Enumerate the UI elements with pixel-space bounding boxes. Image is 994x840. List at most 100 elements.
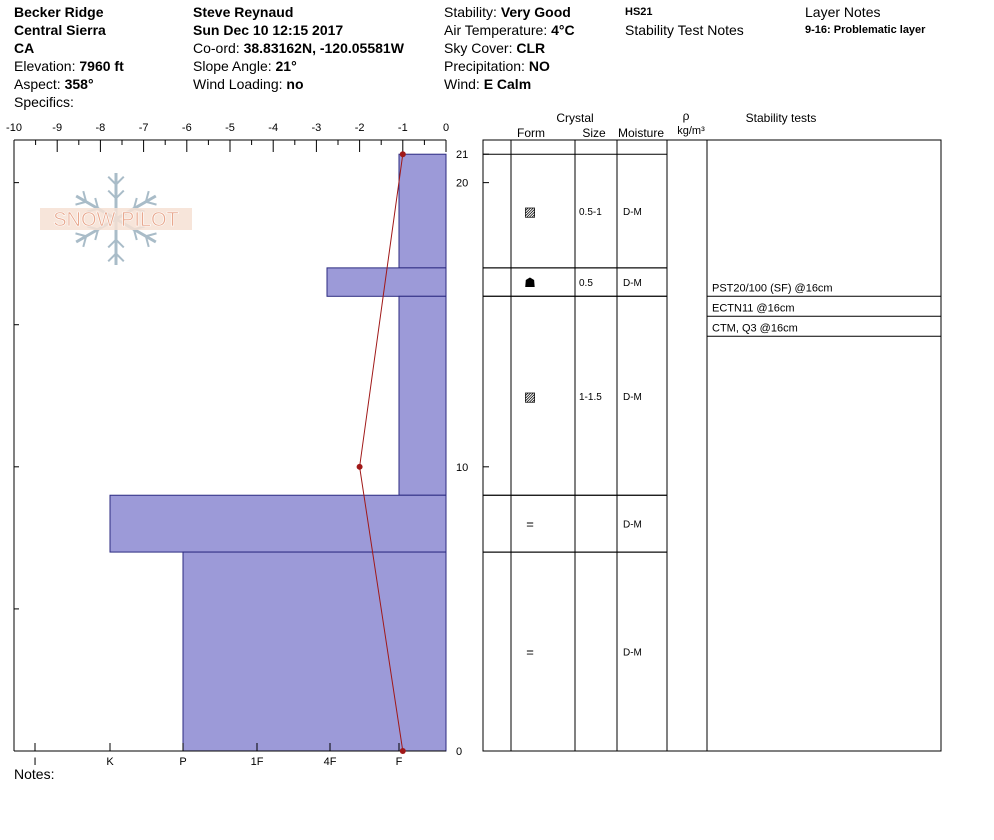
header-col5: Layer Notes 9-16: Problematic layer [805, 3, 925, 39]
stability-test-notes-title: Stability Test Notes [625, 22, 744, 38]
header-col2: Steve Reynaud Sun Dec 10 12:15 2017 Co-o… [193, 3, 404, 93]
hardness-tick-label: 1F [251, 756, 264, 768]
density-unit-header: kg/m³ [677, 125, 705, 137]
stability-row: Stability: Very Good [444, 3, 575, 21]
temperature-tick-label: -4 [268, 122, 278, 134]
hardness-tick-label: P [179, 756, 186, 768]
temperature-tick-label: 0 [443, 122, 449, 134]
snowflake-branch [107, 189, 117, 200]
location-name: Becker Ridge [14, 4, 104, 20]
snowflake-branch [115, 189, 125, 200]
stability-test-entry: PST20/100 (SF) @16cm [712, 282, 833, 294]
temperature-tick-label: -1 [398, 122, 408, 134]
logo-band [40, 208, 192, 230]
slope-row: Slope Angle: 21° [193, 57, 404, 75]
sky-value: CLR [516, 40, 546, 56]
snowpilot-logo: SNOW PILOT [40, 173, 192, 265]
snowflake-branch [144, 190, 150, 203]
depth-tick-label: 21 [456, 149, 468, 161]
wind-loading-row: Wind Loading: no [193, 75, 404, 93]
temperature-tick-label: -8 [96, 122, 106, 134]
specifics-label: Specifics: [14, 94, 74, 110]
layer-moisture: D-M [623, 392, 642, 403]
range-name: Central Sierra [14, 22, 106, 38]
melt-freeze-crust-icon: = [526, 517, 534, 532]
snowflake-branch [132, 197, 138, 209]
wind-label: Wind: [444, 76, 480, 92]
coord-label: Co-ord: [193, 40, 240, 56]
hardness-bar [109, 494, 447, 553]
sky-label: Sky Cover: [444, 40, 513, 56]
hardness-bar [398, 295, 447, 496]
moisture-header: Moisture [618, 126, 664, 140]
rho-header: ρ [683, 109, 690, 123]
precip-value: NO [528, 58, 550, 74]
wind-row: Wind: E Calm [444, 75, 575, 93]
temperature-point [399, 748, 406, 754]
temperature-tick-label: -5 [225, 122, 235, 134]
sky-row: Sky Cover: CLR [444, 39, 575, 57]
snowflake-branch [144, 235, 150, 248]
air-temp-label: Air Temperature: [444, 22, 548, 38]
coord-row: Co-ord: 38.83162N, -120.05581W [193, 39, 404, 57]
temperature-tick-label: -3 [312, 122, 322, 134]
snowflake-branch [82, 235, 88, 248]
wind-value: E Calm [483, 76, 532, 92]
temperature-point [356, 463, 363, 470]
hardness-bar [398, 153, 447, 269]
hardness-tick-label: K [106, 756, 114, 768]
aspect-row: Aspect: 358° [14, 75, 124, 93]
snowflake-branch [75, 232, 87, 238]
elevation-label: Elevation: [14, 58, 76, 74]
slope-value: 21° [275, 58, 297, 74]
wind-loading-value: no [286, 76, 304, 92]
snowflake-branch [115, 176, 125, 186]
snowflake-branch [115, 238, 125, 249]
precip-row: Precipitation: NO [444, 57, 575, 75]
layer-size: 1-1.5 [579, 392, 602, 403]
precip-label: Precipitation: [444, 58, 525, 74]
temperature-tick-label: -2 [355, 122, 365, 134]
snowflake-branch [107, 238, 117, 249]
snowflake-branch [107, 176, 117, 186]
hardness-bar [182, 551, 447, 752]
hs-value: HS21 [625, 6, 653, 18]
table-frame [482, 139, 942, 752]
temperature-tick-label: -7 [139, 122, 149, 134]
temperature-tick-label: -6 [182, 122, 192, 134]
depth-tick-label: 10 [456, 462, 468, 474]
snowflake-branch [107, 252, 117, 262]
header-col4: HS21 Stability Test Notes [625, 3, 744, 39]
elevation-row: Elevation: 7960 ft [14, 57, 124, 75]
layer-notes-title: Layer Notes [805, 4, 881, 20]
layer-table: Crystal Form Size Moisture ρ kg/m³ Stability t… [482, 109, 942, 752]
faceted-rounded-icon: ▨ [524, 389, 536, 404]
layer-size: 0.5-1 [579, 207, 602, 218]
surface-hoar-depth-icon: ☗ [524, 275, 536, 290]
layer-moisture: D-M [623, 278, 642, 289]
depth-tick-label: 20 [456, 178, 468, 190]
snowflake-branch [145, 232, 157, 238]
snowflake-branch [115, 252, 125, 262]
form-header: Form [517, 126, 545, 140]
header-col3: Stability: Very Good Air Temperature: 4°… [444, 3, 575, 93]
melt-freeze-crust-icon: = [526, 645, 534, 660]
layer-note: 9-16: Problematic layer [805, 24, 926, 36]
hardness-tick-label: I [33, 756, 36, 768]
stability-label: Stability: [444, 4, 497, 20]
depth-tick-label: 0 [456, 746, 462, 758]
aspect-value: 358° [64, 76, 94, 92]
stability-tests-header: Stability tests [746, 111, 817, 125]
stability-test-entry: CTM, Q3 @16cm [712, 322, 798, 334]
layer-moisture: D-M [623, 520, 642, 531]
stability-test-entry: ECTN11 @16cm [712, 302, 794, 314]
layer-moisture: D-M [623, 648, 642, 659]
temperature-point [399, 151, 406, 158]
observation-datetime: Sun Dec 10 12:15 2017 [193, 22, 344, 38]
snowflake-branch [82, 190, 88, 203]
logo-text: SNOW PILOT [53, 209, 179, 231]
air-temp-value: 4°C [551, 22, 575, 38]
snowflake-branch [145, 200, 157, 206]
